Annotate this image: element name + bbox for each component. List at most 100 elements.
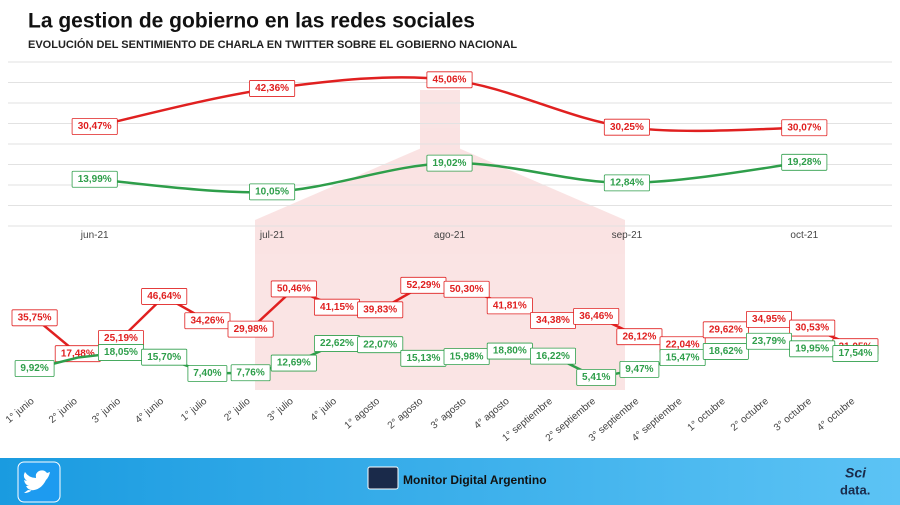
- monitor-icon: [367, 466, 399, 490]
- value-label: 18,80%: [493, 346, 527, 357]
- value-label-box: [357, 301, 404, 319]
- value-label: 30,47%: [78, 121, 112, 132]
- value-label: 19,28%: [787, 157, 821, 168]
- value-label-box: [357, 336, 404, 354]
- x-tick-label: oct-21: [790, 230, 818, 241]
- value-label: 39,83%: [363, 304, 397, 315]
- value-label: 36,46%: [579, 311, 613, 322]
- value-label: 35,75%: [18, 312, 52, 323]
- value-label: 22,07%: [363, 339, 397, 350]
- value-label: 17,54%: [838, 348, 872, 359]
- x-tick-label: 1° julio: [179, 396, 209, 424]
- x-tick-label: 4° julio: [309, 396, 339, 424]
- value-label-box: [486, 297, 533, 315]
- chart-subtitle: EVOLUCIÓN DEL SENTIMIENTO DE CHARLA EN T…: [28, 38, 517, 51]
- value-label: 29,98%: [234, 324, 268, 335]
- value-label-box: [71, 170, 118, 188]
- x-tick-label: jun-21: [80, 230, 109, 241]
- value-label-box: [746, 310, 793, 328]
- x-tick-label: 3° junio: [90, 396, 123, 426]
- value-label-box: [603, 118, 650, 136]
- value-label-box: [789, 319, 836, 337]
- value-label-box: [270, 354, 317, 372]
- x-tick-label: 3° octubre: [772, 396, 814, 434]
- value-label: 19,02%: [433, 158, 467, 169]
- twitter-bird: [23, 470, 50, 493]
- value-label: 46,64%: [147, 291, 181, 302]
- x-tick-label: 2° agosto: [386, 396, 426, 432]
- value-label-box: [227, 320, 274, 338]
- x-tick-label: 1° junio: [4, 396, 37, 426]
- value-label-box: [832, 345, 879, 362]
- value-label-box: [702, 343, 749, 360]
- x-tick-label: 3° agosto: [429, 396, 469, 432]
- x-tick-label: 1° agosto: [343, 396, 383, 432]
- footer-bar: [0, 458, 900, 505]
- value-label-box: [249, 183, 296, 201]
- value-label: 18,62%: [709, 346, 743, 357]
- value-label: 15,70%: [147, 352, 181, 363]
- value-label-box: [230, 364, 271, 382]
- value-label-box: [619, 361, 660, 378]
- value-label-box: [426, 71, 473, 89]
- value-label: 41,15%: [320, 302, 354, 313]
- x-tick-label: jul-21: [259, 230, 285, 241]
- value-label: 52,29%: [406, 280, 440, 291]
- value-label-box: [530, 347, 577, 365]
- x-tick-label: 4° octubre: [815, 396, 857, 434]
- value-label: 22,62%: [320, 338, 354, 349]
- value-label-box: [603, 174, 650, 192]
- x-tick-label: 2° junio: [47, 396, 80, 426]
- value-label: 50,30%: [450, 284, 484, 295]
- value-label-box: [184, 312, 231, 330]
- x-tick-label: ago-21: [434, 230, 466, 241]
- x-tick-label: 2° octubre: [729, 396, 771, 434]
- value-label-box: [781, 119, 828, 137]
- value-label: 34,38%: [536, 315, 570, 326]
- value-label: 30,07%: [787, 122, 821, 133]
- x-tick-label: 2° julio: [222, 396, 252, 424]
- value-label-box: [71, 118, 118, 135]
- value-label: 5,41%: [582, 372, 610, 383]
- footer-center: Monitor Digital Argentino: [403, 473, 547, 487]
- value-label: 12,69%: [277, 358, 311, 369]
- value-label-box: [443, 280, 490, 298]
- value-label-box: [141, 348, 188, 366]
- value-label: 9,92%: [20, 363, 48, 374]
- value-label: 23,79%: [752, 336, 786, 347]
- value-label: 17,48%: [61, 348, 95, 359]
- value-label: 15,13%: [406, 353, 440, 364]
- value-label: 25,19%: [104, 333, 138, 344]
- value-label: 10,05%: [255, 186, 289, 197]
- value-label: 29,62%: [709, 324, 743, 335]
- value-label-box: [426, 154, 473, 172]
- value-label: 7,40%: [193, 368, 221, 379]
- value-label: 34,26%: [190, 315, 224, 326]
- value-label: 18,05%: [104, 347, 138, 358]
- value-label: 42,36%: [255, 83, 289, 94]
- value-label: 15,98%: [450, 351, 484, 362]
- value-label: 16,22%: [536, 351, 570, 362]
- value-label-box: [141, 288, 188, 305]
- value-label: 15,47%: [666, 352, 700, 363]
- x-tick-label: 1° octubre: [686, 396, 728, 434]
- value-label: 12,84%: [610, 178, 644, 189]
- value-label-box: [781, 153, 828, 171]
- value-label: 26,12%: [622, 331, 656, 342]
- value-label-box: [270, 280, 317, 298]
- value-label-box: [576, 368, 617, 386]
- value-label: 30,25%: [610, 122, 644, 133]
- x-tick-label: 3° julio: [266, 396, 296, 424]
- value-label: 45,06%: [433, 74, 467, 85]
- value-label-box: [14, 360, 55, 377]
- value-label-box: [187, 365, 228, 382]
- value-label: 41,81%: [493, 301, 527, 312]
- value-label-box: [702, 321, 749, 339]
- logo-line2: data.: [840, 482, 870, 497]
- x-tick-label: 4° junio: [133, 396, 166, 426]
- value-label-box: [11, 309, 58, 327]
- x-tick-label: 4° agosto: [472, 396, 512, 432]
- value-label: 7,76%: [236, 367, 264, 378]
